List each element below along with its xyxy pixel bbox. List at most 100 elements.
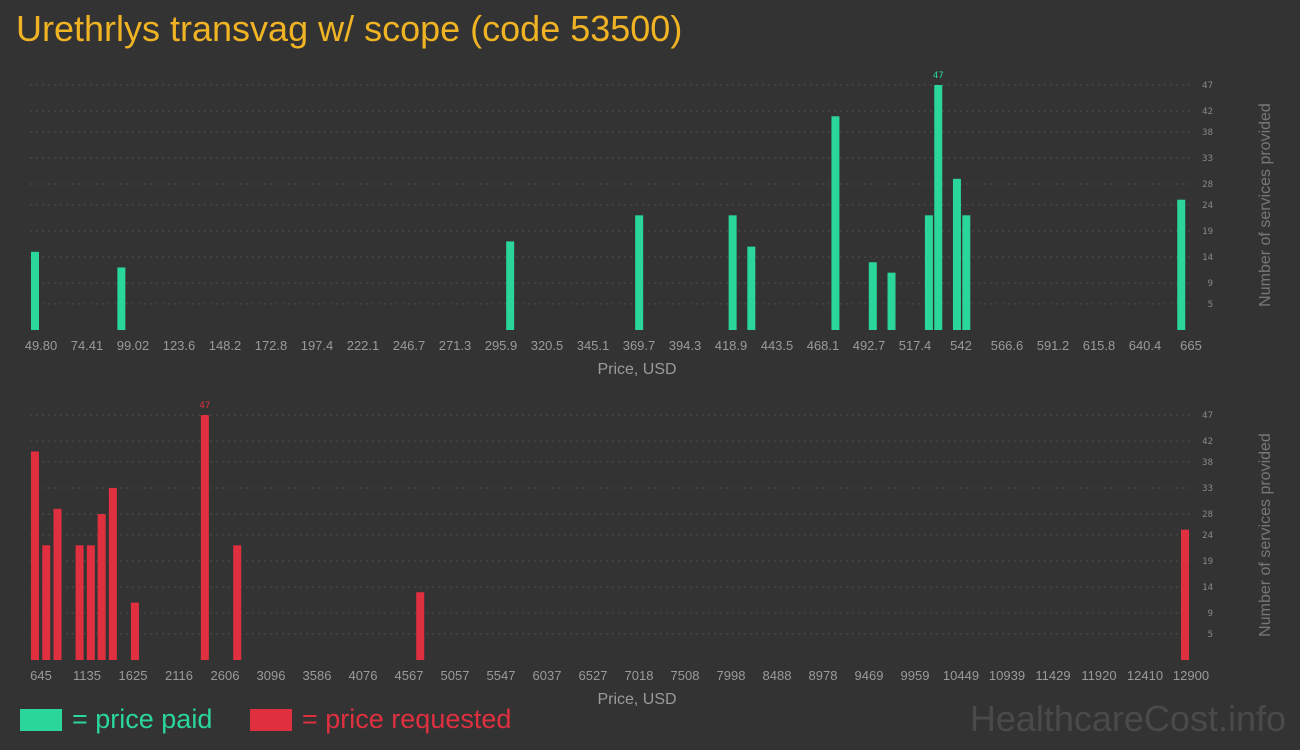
x-tick-label: 271.3 [439, 338, 472, 353]
x-tick-label: 591.2 [1037, 338, 1070, 353]
x-tick-label: 148.2 [209, 338, 242, 353]
y-tick-label: 19 [1202, 227, 1213, 237]
bar [75, 545, 84, 660]
x-tick-label: 9959 [901, 668, 930, 683]
x-tick-label: 517.4 [899, 338, 932, 353]
x-tick-label: 74.41 [71, 338, 104, 353]
x-tick-label: 665 [1180, 338, 1202, 353]
x-tick-label: 2116 [165, 668, 193, 683]
watermark: HealthcareCost.info [969, 698, 1286, 739]
y-tick-label: 38 [1202, 128, 1213, 138]
x-tick-label: 320.5 [531, 338, 564, 353]
x-tick-label: 10939 [989, 668, 1025, 683]
bar [887, 272, 896, 330]
bar [635, 215, 644, 330]
x-tick-label: 645 [30, 668, 52, 683]
bar [97, 514, 106, 660]
x-tick-label: 197.4 [301, 338, 334, 353]
y-tick-label: 28 [1202, 510, 1213, 520]
x-tick-label: 9469 [855, 668, 884, 683]
legend-label-paid: = price paid [72, 704, 213, 734]
y-tick-label: 28 [1202, 180, 1213, 190]
legend-label-requested: = price requested [302, 704, 512, 734]
legend-price-requested: = price requested [250, 704, 511, 735]
legend-swatch-paid [20, 708, 62, 731]
y-axis-label: Number of services provided [1257, 433, 1274, 637]
x-tick-label: 615.8 [1083, 338, 1116, 353]
x-tick-label: 1135 [73, 668, 101, 683]
bar [831, 116, 840, 330]
legend-swatch-requested [250, 708, 292, 731]
x-tick-label: 492.7 [853, 338, 886, 353]
y-tick-label: 24 [1202, 531, 1213, 541]
y-tick-label: 19 [1202, 557, 1213, 567]
x-tick-label: 6037 [533, 668, 562, 683]
x-tick-label: 369.7 [623, 338, 656, 353]
x-tick-label: 640.4 [1129, 338, 1162, 353]
bar [130, 602, 139, 660]
y-tick-label: 38 [1202, 458, 1213, 468]
x-tick-label: 7018 [625, 668, 654, 683]
max-value-label: 47 [933, 71, 944, 81]
y-tick-label: 5 [1208, 300, 1213, 310]
x-tick-label: 443.5 [761, 338, 794, 353]
x-tick-label: 12410 [1127, 668, 1163, 683]
x-tick-label: 8978 [809, 668, 838, 683]
y-axis-label: Number of services provided [1257, 103, 1274, 307]
bar [1181, 529, 1189, 660]
x-tick-label: 10449 [943, 668, 979, 683]
x-tick-label: 8488 [763, 668, 792, 683]
bar [868, 262, 877, 330]
bar [86, 545, 95, 660]
y-tick-label: 14 [1202, 583, 1213, 593]
x-tick-label: 4567 [395, 668, 424, 683]
bar [53, 508, 62, 660]
x-tick-label: 3586 [303, 668, 332, 683]
y-tick-label: 24 [1202, 201, 1213, 211]
x-tick-label: 7508 [671, 668, 700, 683]
legend-price-paid: = price paid [20, 704, 212, 735]
x-tick-label: 11429 [1035, 668, 1070, 683]
bar [31, 251, 39, 330]
x-tick-label: 468.1 [807, 338, 840, 353]
x-tick-label: 222.1 [347, 338, 380, 353]
x-tick-label: 5057 [441, 668, 470, 683]
bar [42, 545, 51, 660]
bar [200, 415, 209, 660]
max-value-label: 47 [199, 401, 210, 411]
x-axis-label: Price, USD [597, 361, 676, 378]
bar [952, 178, 961, 330]
y-tick-label: 5 [1208, 630, 1213, 640]
x-tick-label: 542 [950, 338, 972, 353]
x-tick-label: 295.9 [485, 338, 518, 353]
y-tick-label: 14 [1202, 253, 1213, 263]
bar [924, 215, 933, 330]
x-axis-label: Price, USD [597, 691, 676, 708]
x-tick-label: 7998 [717, 668, 746, 683]
x-tick-label: 6527 [579, 668, 608, 683]
x-tick-label: 12900 [1173, 668, 1209, 683]
x-tick-label: 1625 [119, 668, 148, 683]
x-tick-label: 49.80 [25, 338, 58, 353]
y-tick-label: 47 [1202, 81, 1213, 91]
y-tick-label: 9 [1208, 609, 1213, 619]
bar [962, 215, 971, 330]
x-tick-label: 172.8 [255, 338, 288, 353]
chart-title: Urethrlys transvag w/ scope (code 53500) [16, 8, 683, 49]
bar [1177, 199, 1186, 330]
x-tick-label: 2606 [211, 668, 240, 683]
x-tick-label: 246.7 [393, 338, 426, 353]
x-tick-label: 418.9 [715, 338, 748, 353]
y-tick-label: 33 [1202, 484, 1213, 494]
x-tick-label: 4076 [349, 668, 378, 683]
price-requested-chart: 5 9 14 19 24 28 33 38 42 47 47 645 1135 1625 2116 2606 3… [30, 401, 1274, 708]
x-tick-label: 99.02 [117, 338, 150, 353]
bar [747, 246, 756, 330]
x-tick-label: 123.6 [163, 338, 196, 353]
bar [416, 592, 425, 660]
y-tick-label: 9 [1208, 279, 1213, 289]
bar [728, 215, 737, 330]
bar [31, 451, 39, 660]
y-tick-label: 33 [1202, 154, 1213, 164]
y-tick-label: 47 [1202, 411, 1213, 421]
